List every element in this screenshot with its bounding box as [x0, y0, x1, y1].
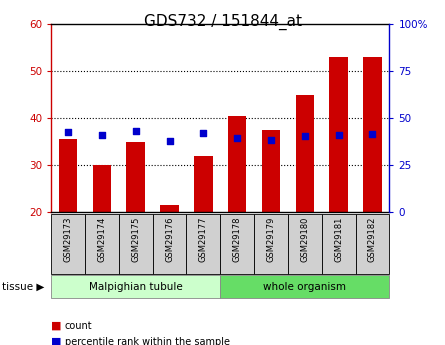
Bar: [93, 165, 111, 212]
Text: GSM29178: GSM29178: [233, 217, 242, 263]
Bar: [51, 275, 220, 298]
Point: [369, 131, 376, 137]
Point: [132, 129, 139, 134]
Bar: [356, 214, 389, 274]
Text: GSM29173: GSM29173: [64, 217, 73, 263]
Bar: [59, 139, 77, 212]
Point: [301, 133, 308, 139]
Text: Malpighian tubule: Malpighian tubule: [89, 282, 182, 292]
Text: GSM29181: GSM29181: [334, 217, 343, 262]
Text: GSM29176: GSM29176: [165, 217, 174, 263]
Text: GDS732 / 151844_at: GDS732 / 151844_at: [143, 14, 302, 30]
Text: GSM29180: GSM29180: [300, 217, 309, 262]
Point: [267, 137, 275, 142]
Bar: [288, 214, 322, 274]
Bar: [160, 205, 179, 212]
Bar: [322, 214, 356, 274]
Bar: [51, 214, 85, 274]
Text: ■: ■: [51, 337, 62, 345]
Bar: [220, 214, 254, 274]
Point: [234, 135, 241, 141]
Bar: [363, 57, 382, 212]
Text: percentile rank within the sample: percentile rank within the sample: [65, 337, 230, 345]
Text: GSM29179: GSM29179: [267, 217, 275, 262]
Text: GSM29175: GSM29175: [131, 217, 140, 262]
Text: ■: ■: [51, 321, 62, 331]
Bar: [126, 142, 145, 212]
Bar: [228, 116, 247, 212]
Bar: [153, 214, 186, 274]
Bar: [194, 156, 213, 212]
Point: [335, 132, 342, 138]
Point: [166, 138, 173, 144]
Text: count: count: [65, 321, 92, 331]
Bar: [85, 214, 119, 274]
Point: [98, 132, 105, 138]
Bar: [329, 57, 348, 212]
Bar: [254, 214, 288, 274]
Bar: [119, 214, 153, 274]
Point: [65, 129, 72, 135]
Bar: [186, 214, 220, 274]
Text: whole organism: whole organism: [263, 282, 346, 292]
Bar: [220, 275, 389, 298]
Text: GSM29174: GSM29174: [97, 217, 106, 262]
Bar: [295, 95, 314, 212]
Text: GSM29177: GSM29177: [199, 217, 208, 263]
Text: GSM29182: GSM29182: [368, 217, 377, 262]
Bar: [262, 130, 280, 212]
Point: [200, 130, 207, 136]
Text: tissue ▶: tissue ▶: [2, 282, 44, 292]
